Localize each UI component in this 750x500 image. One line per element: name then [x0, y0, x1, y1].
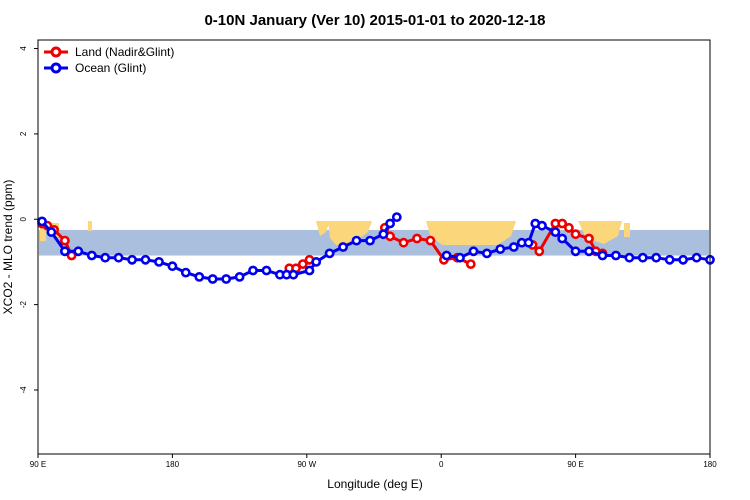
- data-point-ocean: [338, 242, 348, 252]
- data-point-ocean: [324, 248, 335, 259]
- land-patch-south-america: [328, 221, 372, 245]
- y-tick-label: -4: [19, 386, 28, 394]
- data-point-ocean: [597, 250, 608, 261]
- legend-label-land: Land (Nadir&Glint): [75, 45, 174, 59]
- data-point-ocean: [180, 267, 191, 278]
- data-point-ocean: [611, 250, 621, 261]
- data-point-ocean: [234, 271, 245, 282]
- data-point-ocean: [624, 252, 635, 263]
- data-point-land: [584, 233, 594, 244]
- data-point-ocean: [46, 227, 57, 237]
- data-point-ocean: [523, 237, 534, 248]
- data-point-ocean: [495, 244, 506, 254]
- y-tick-label: 2: [19, 131, 28, 136]
- data-point-ocean: [691, 252, 702, 263]
- x-tick-label: 90 E: [30, 460, 46, 469]
- data-point-ocean: [207, 274, 218, 284]
- data-point-ocean: [311, 256, 322, 267]
- data-point-ocean: [537, 220, 547, 231]
- data-point-ocean: [351, 235, 362, 246]
- data-point-land: [398, 237, 409, 248]
- data-point-land: [564, 222, 574, 233]
- data-point-ocean: [508, 242, 519, 252]
- data-point-ocean: [441, 250, 452, 261]
- y-tick-label: -2: [19, 301, 28, 309]
- data-point-ocean: [455, 252, 465, 263]
- y-tick-label: 0: [19, 216, 28, 221]
- data-point-land: [297, 259, 308, 269]
- data-point-ocean: [637, 252, 648, 263]
- y-axis-label: XCO2 - MLO trend (ppm): [1, 180, 15, 315]
- land-patch-png: [88, 221, 92, 231]
- series-layer: [37, 212, 715, 284]
- data-point-ocean: [167, 261, 178, 272]
- y-axis: 4 2 0 -2 -4: [19, 46, 38, 394]
- x-axis-label: Longitude (deg E): [327, 477, 422, 491]
- data-point-ocean: [651, 252, 662, 263]
- y-tick-label: 4: [19, 46, 28, 51]
- data-point-ocean: [140, 254, 151, 265]
- data-point-land: [412, 233, 422, 244]
- legend-marker-ocean: [50, 62, 62, 74]
- data-point-ocean: [385, 218, 395, 229]
- data-point-ocean: [261, 265, 272, 276]
- x-tick-label: 90 W: [297, 460, 316, 469]
- data-point-ocean: [86, 250, 97, 261]
- data-point-ocean: [73, 246, 84, 257]
- plot-area: [37, 39, 715, 455]
- chart-title: 0-10N January (Ver 10) 2015-01-01 to 202…: [204, 12, 545, 29]
- data-point-ocean: [113, 252, 124, 263]
- data-point-land: [425, 235, 436, 246]
- x-tick-label: 180: [166, 460, 180, 469]
- data-point-ocean: [221, 274, 232, 284]
- legend-marker-land: [50, 46, 62, 58]
- series-ocean: [37, 212, 715, 284]
- data-point-land: [557, 218, 568, 229]
- data-point-ocean: [304, 265, 315, 276]
- data-point-ocean: [378, 229, 389, 240]
- data-point-ocean: [37, 216, 47, 227]
- data-point-ocean: [678, 254, 688, 265]
- data-point-ocean: [127, 254, 137, 265]
- data-point-ocean: [100, 252, 111, 263]
- legend: Land (Nadir&Glint) Ocean (Glint): [44, 45, 174, 75]
- data-point-ocean: [570, 246, 581, 257]
- data-point-ocean: [391, 212, 402, 222]
- data-point-land: [465, 259, 476, 269]
- data-point-ocean: [468, 246, 479, 257]
- data-point-ocean: [481, 248, 492, 259]
- x-tick-label: 0: [439, 460, 444, 469]
- legend-label-ocean: Ocean (Glint): [75, 61, 146, 75]
- data-point-ocean: [194, 271, 205, 282]
- x-tick-label: 90 E: [567, 460, 583, 469]
- data-point-ocean: [248, 265, 258, 276]
- data-point-ocean: [288, 269, 299, 280]
- data-point-ocean: [557, 233, 568, 244]
- data-point-ocean: [154, 256, 164, 267]
- land-patch-philippines: [624, 223, 630, 237]
- data-point-ocean: [60, 246, 70, 257]
- data-point-ocean: [550, 227, 561, 237]
- data-point-land: [534, 246, 545, 257]
- plot-frame: [37, 39, 711, 455]
- x-tick-label: 180: [703, 460, 717, 469]
- data-point-ocean: [664, 254, 675, 265]
- data-point-land: [570, 229, 581, 240]
- data-point-ocean: [584, 246, 594, 257]
- land-patch-africa: [426, 221, 516, 245]
- land-patch-central-america: [316, 221, 330, 236]
- land-patch-maritime-continent: [40, 221, 46, 241]
- x-axis: 90 E 180 90 W 0 90 E 180: [30, 454, 717, 469]
- data-point-land: [60, 235, 70, 246]
- data-point-ocean: [365, 235, 375, 246]
